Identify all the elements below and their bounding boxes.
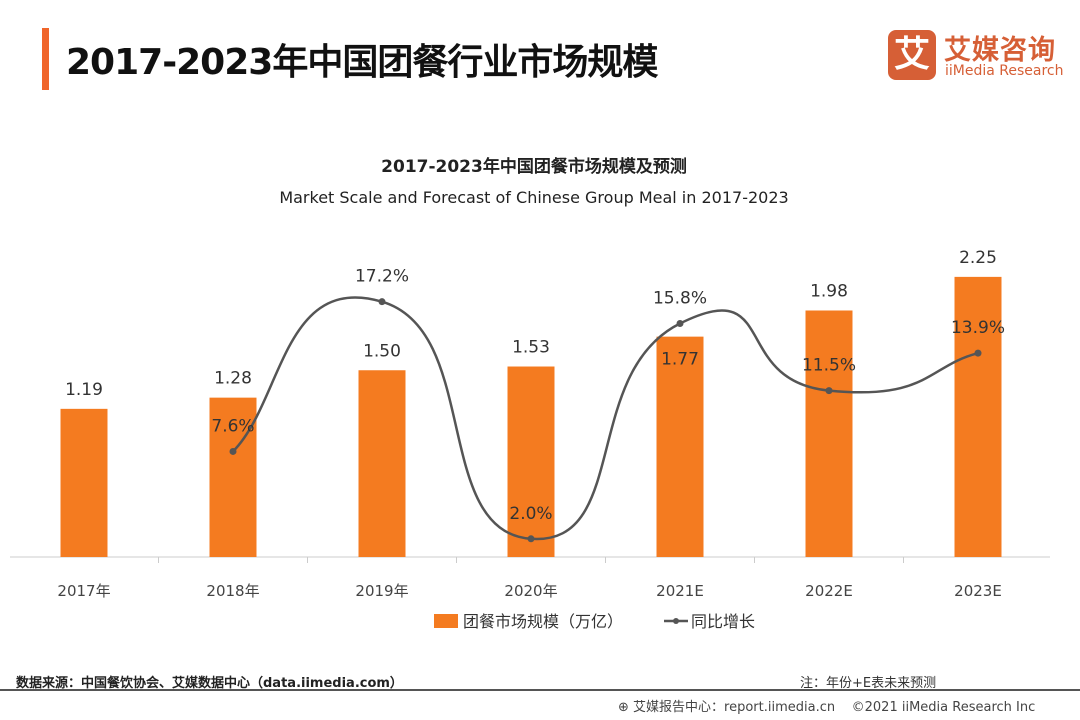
- legend-line-marker: [673, 618, 679, 624]
- x-tick-label: 2023E: [954, 582, 1002, 600]
- note-text: 注：年份+E表未来预测: [800, 676, 937, 691]
- bar-label: 1.53: [512, 338, 550, 358]
- x-tick-label: 2017年: [57, 582, 110, 600]
- chart-subtitle: Market Scale and Forecast of Chinese Gro…: [279, 188, 789, 207]
- x-tick-label: 2018年: [206, 582, 259, 600]
- bar-label: 1.50: [363, 341, 401, 361]
- x-tick-label: 2022E: [805, 582, 853, 600]
- growth-line: [232, 296, 979, 541]
- bar: [209, 397, 257, 557]
- growth-point: [527, 535, 535, 543]
- bar: [954, 276, 1002, 557]
- growth-label: 15.8%: [653, 289, 707, 309]
- footer: ⊕ 艾媒报告中心：report.iimedia.cn ©2021 iiMedia…: [618, 696, 1035, 715]
- bar-label: 1.98: [810, 281, 848, 301]
- growth-point: [676, 320, 684, 328]
- legend-bar-label: 团餐市场规模（万亿）: [463, 612, 623, 631]
- growth-point: [974, 349, 982, 357]
- growth-label: 17.2%: [355, 267, 409, 287]
- bar-label: 1.19: [65, 380, 103, 400]
- logo-mark: 艾: [888, 30, 936, 80]
- bar: [805, 310, 853, 557]
- x-tick-label: 2019年: [355, 582, 408, 600]
- x-tick-label: 2020年: [504, 582, 557, 600]
- growth-point: [229, 447, 237, 455]
- growth-point: [378, 298, 386, 306]
- legend-bar-swatch: [434, 614, 458, 628]
- footer-divider: [0, 689, 1080, 691]
- globe-icon: ⊕: [618, 700, 634, 715]
- growth-point: [825, 387, 833, 395]
- bar-label: 2.25: [959, 248, 997, 268]
- legend-line-label: 同比增长: [691, 612, 755, 631]
- bar-label: 1.77: [661, 350, 699, 370]
- bar: [60, 408, 108, 557]
- logo-en: iiMedia Research: [945, 63, 1064, 79]
- bar: [507, 366, 555, 557]
- page-title: 2017-2023年中国团餐行业市场规模: [66, 42, 658, 83]
- logo: 艾 艾媒咨询 iiMedia Research: [888, 30, 1078, 82]
- x-tick-label: 2021E: [656, 582, 704, 600]
- footer-copyright: ©2021 iiMedia Research Inc: [851, 700, 1036, 715]
- bar: [656, 336, 704, 557]
- growth-label: 7.6%: [211, 416, 254, 436]
- footer-site: 艾媒报告中心：report.iimedia.cn: [633, 700, 836, 715]
- growth-label: 11.5%: [802, 356, 856, 376]
- logo-cn: 艾媒咨询: [944, 35, 1056, 66]
- growth-label: 2.0%: [509, 504, 552, 524]
- bar-label: 1.28: [214, 369, 252, 389]
- bar: [358, 370, 406, 557]
- title-accent-bar: [42, 28, 49, 90]
- chart-title: 2017-2023年中国团餐市场规模及预测: [381, 157, 687, 177]
- source-text: 数据来源：中国餐饮协会、艾媒数据中心（data.iimedia.com）: [16, 676, 403, 691]
- growth-label: 13.9%: [951, 318, 1005, 338]
